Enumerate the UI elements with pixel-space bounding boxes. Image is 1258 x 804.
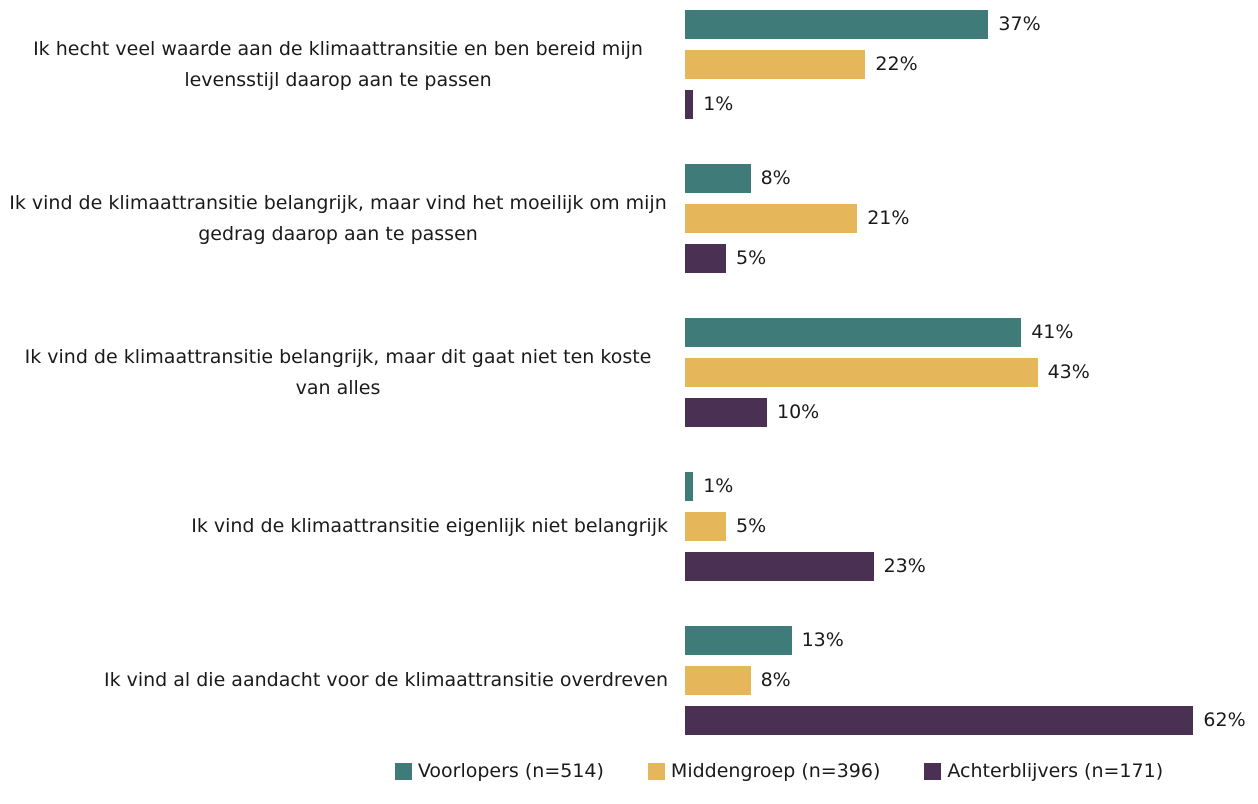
value-label: 1% (703, 93, 734, 115)
category-label: Ik hecht veel waarde aan de klimaattrans… (0, 10, 668, 119)
value-label: 23% (883, 555, 926, 577)
category-label: Ik vind de klimaattransitie belangrijk, … (0, 318, 668, 427)
category-label: Ik vind de klimaattransitie belangrijk, … (0, 164, 668, 273)
value-label: 1% (703, 475, 734, 497)
value-label: 37% (998, 13, 1041, 35)
bar (685, 666, 751, 695)
legend-swatch (924, 762, 942, 780)
category-text: Ik vind de klimaattransitie belangrijk, … (9, 191, 667, 245)
category-label: Ik vind al die aandacht voor de klimaatt… (0, 626, 668, 735)
bar (685, 358, 1038, 387)
bar (685, 318, 1022, 347)
legend-label: Voorlopers (n=514) (417, 760, 604, 782)
category-label: Ik vind de klimaattransitie eigenlijk ni… (0, 472, 668, 581)
value-label: 5% (736, 515, 767, 537)
bar (685, 512, 726, 541)
value-label: 10% (777, 401, 820, 423)
value-label: 13% (801, 629, 844, 651)
value-label: 8% (760, 167, 791, 189)
category-text: Ik vind de klimaattransitie eigenlijk ni… (191, 515, 668, 537)
bar (685, 552, 874, 581)
value-label: 22% (875, 53, 918, 75)
value-label: 8% (760, 669, 791, 691)
legend-item: Middengroep (n=396) (647, 760, 881, 782)
bar (685, 164, 751, 193)
value-label: 41% (1031, 321, 1074, 343)
legend-label: Achterblijvers (n=171) (947, 760, 1164, 782)
bar (685, 472, 694, 501)
bar (685, 90, 694, 119)
category-text: Ik vind al die aandacht voor de klimaatt… (103, 669, 668, 691)
legend-label: Middengroep (n=396) (670, 760, 881, 782)
bar (685, 244, 726, 273)
bar (685, 204, 858, 233)
value-label: 62% (1203, 709, 1246, 731)
bar (685, 626, 792, 655)
category-text: Ik vind de klimaattransitie belangrijk, … (24, 345, 652, 399)
bar (685, 10, 989, 39)
value-label: 21% (867, 207, 910, 229)
legend-swatch (647, 762, 665, 780)
bar (685, 706, 1194, 735)
legend: Voorlopers (n=514) Middengroep (n=396) Ach… (0, 760, 1258, 782)
legend-swatch (394, 762, 412, 780)
legend-item: Achterblijvers (n=171) (924, 760, 1163, 782)
value-label: 5% (736, 247, 767, 269)
category-text: Ik hecht veel waarde aan de klimaattrans… (33, 37, 643, 91)
bar (685, 398, 767, 427)
bar (685, 50, 866, 79)
legend-item: Voorlopers (n=514) (394, 760, 604, 782)
value-label: 43% (1047, 361, 1090, 383)
